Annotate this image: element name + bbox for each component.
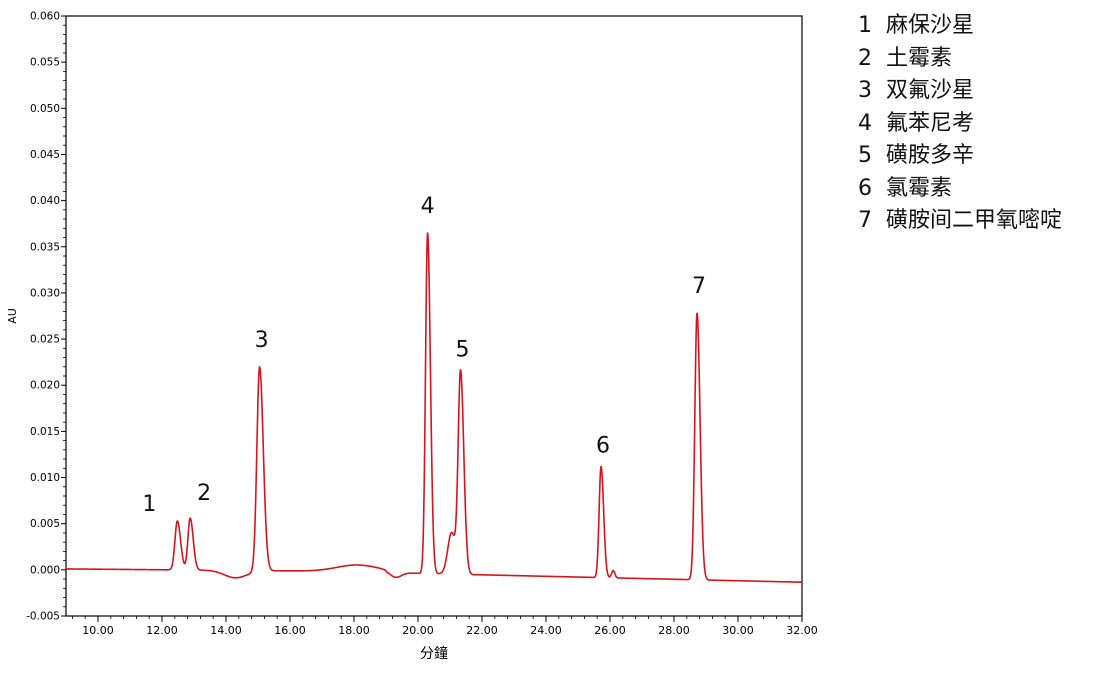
legend-item-2: 2 土霉素 (858, 43, 1062, 76)
peak-label-4: 4 (421, 194, 435, 219)
y-tick-label: 0.010 (30, 472, 60, 484)
legend-num: 6 (858, 175, 872, 201)
legend-num: 3 (858, 78, 872, 103)
chromatogram-chart: -0.005 0.000 0.005 0.010 0.015 0.020 0.025 0.03… (6, 11, 818, 663)
legend-item-7: 7 磺胺间二甲氧嘧啶 (858, 205, 1062, 238)
x-tick-label: 12.00 (146, 624, 178, 637)
legend-num: 7 (858, 208, 872, 233)
peak-label-3: 3 (255, 328, 269, 353)
y-tick-label: 0.050 (30, 103, 60, 115)
y-tick-label: 0.000 (30, 564, 60, 576)
y-tick-label: 0.030 (30, 287, 60, 299)
x-tick-label: 14.00 (210, 624, 242, 637)
y-tick-label: -0.005 (26, 611, 60, 623)
plot-frame (65, 15, 803, 617)
legend-name: 磺胺间二甲氧嘧啶 (886, 208, 1063, 233)
peak-label-7: 7 (692, 274, 706, 299)
legend-num: 5 (858, 143, 872, 168)
y-tick-label: 0.035 (30, 241, 60, 253)
x-tick-label: 16.00 (274, 624, 306, 637)
legend-item-1: 1 麻保沙星 (858, 10, 1062, 43)
x-tick-label: 22.00 (466, 624, 498, 637)
legend-item-6: 6 氯霉素 (858, 173, 1062, 206)
y-tick-label: 0.015 (30, 426, 60, 438)
x-tick-label: 26.00 (594, 624, 626, 637)
y-tick-label: 0.005 (30, 518, 60, 530)
y-tick-label: 0.045 (30, 149, 60, 161)
legend: 1 麻保沙星 2 土霉素 3 双氟沙星 4 氟苯尼考 5 磺胺多辛 6 氯霉素 7 磺胺间二甲… (858, 10, 1062, 238)
y-tick-label: 0.040 (30, 195, 60, 207)
legend-name: 氟苯尼考 (886, 110, 975, 136)
y-tick-label: 0.060 (30, 11, 60, 23)
x-axis-title: 分鐘 (420, 645, 448, 662)
x-tick-label: 30.00 (722, 624, 754, 637)
peak-label-2: 2 (197, 481, 211, 506)
legend-num: 4 (858, 110, 872, 136)
y-axis-title: AU (6, 308, 19, 324)
legend-item-4: 4 氟苯尼考 (858, 108, 1062, 141)
x-tick-label: 20.00 (402, 624, 434, 637)
legend-num: 1 (858, 13, 872, 38)
peak-label-1: 1 (142, 492, 156, 517)
y-tick-label: 0.020 (30, 380, 60, 392)
y-tick-label: 0.055 (30, 57, 60, 69)
x-tick-label: 24.00 (530, 624, 562, 637)
x-tick-label: 10.00 (82, 624, 114, 637)
x-tick-label: 28.00 (658, 624, 690, 637)
peak-label-5: 5 (456, 337, 470, 362)
legend-item-5: 5 磺胺多辛 (858, 140, 1062, 173)
legend-name: 氯霉素 (886, 175, 953, 201)
legend-num: 2 (858, 45, 872, 71)
legend-name: 磺胺多辛 (886, 143, 975, 168)
legend-name: 麻保沙星 (886, 13, 975, 38)
chromatogram-line (65, 232, 803, 584)
legend-item-3: 3 双氟沙星 (858, 75, 1062, 108)
x-tick-label: 32.00 (786, 624, 818, 637)
legend-name: 土霉素 (886, 45, 953, 71)
peak-label-6: 6 (596, 433, 610, 458)
x-tick-label: 18.00 (338, 624, 370, 637)
y-tick-label: 0.025 (30, 334, 60, 346)
legend-name: 双氟沙星 (886, 78, 975, 103)
